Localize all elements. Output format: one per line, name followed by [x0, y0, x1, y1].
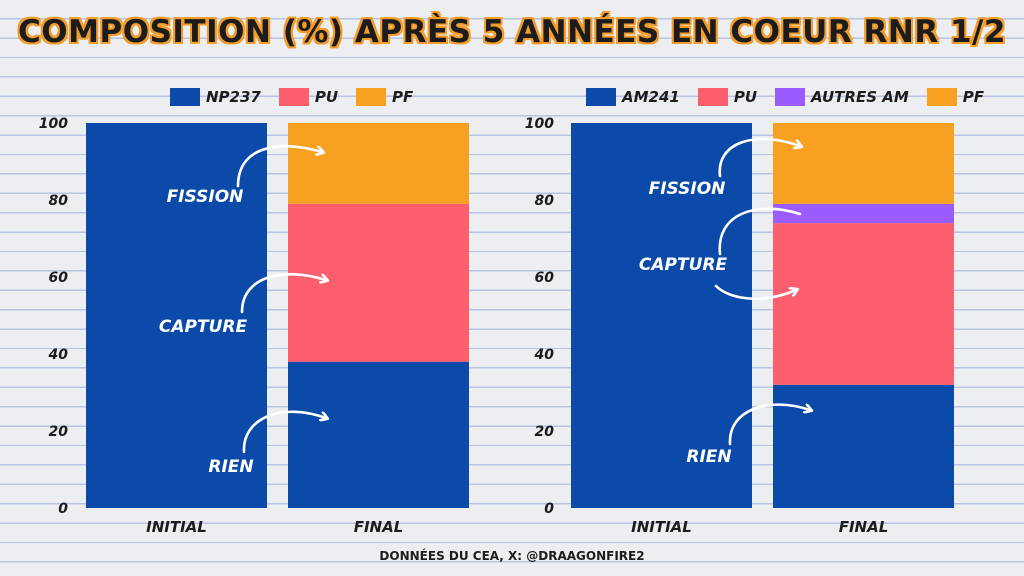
y-tick-label: 80	[535, 193, 555, 209]
legend-swatch	[697, 88, 728, 106]
legend-label: PU	[733, 88, 758, 106]
legend-item: PF	[926, 88, 985, 106]
annotation-label: FISSION	[167, 187, 244, 207]
curved-arrow	[718, 137, 800, 178]
curved-arrow	[236, 145, 322, 188]
legend-right: AM241 PU AUTRES AM PF	[586, 88, 984, 106]
legend-item: PU	[278, 88, 339, 106]
legend-item: PU	[697, 88, 758, 106]
y-tick-label: 80	[49, 193, 69, 209]
annotation-label: FISSION	[649, 179, 726, 199]
annotation-label: RIEN	[208, 457, 253, 477]
y-tick-label: 20	[535, 424, 555, 440]
legend-label: PF	[962, 88, 985, 106]
legend-label: AUTRES AM	[811, 88, 909, 106]
legend-swatch	[356, 88, 387, 106]
chart-title: COMPOSITION (%) APRÈS 5 ANNÉES EN COEUR …	[18, 14, 1006, 50]
y-tick-label: 0	[58, 501, 68, 517]
y-tick-label: 60	[535, 270, 555, 286]
source-credit: DONNÉES DU CEA, X: @DRAAGONFIRE2	[379, 549, 645, 563]
legend-left: NP237 PU PF	[170, 88, 413, 106]
annotation-label: CAPTURE	[159, 317, 248, 337]
legend-label: PU	[314, 88, 339, 106]
y-tick-label: 100	[39, 116, 68, 132]
legend-item: AM241	[586, 88, 680, 106]
y-tick-label: 40	[534, 347, 555, 363]
bar-segment	[288, 123, 469, 204]
legend-swatch	[775, 88, 806, 106]
legend-swatch	[926, 88, 957, 106]
bar-segment	[773, 123, 954, 204]
y-tick-label: 100	[525, 116, 554, 132]
y-tick-label: 20	[49, 424, 69, 440]
legend-label: PF	[392, 88, 414, 106]
legend-item: NP237	[170, 88, 261, 106]
bar-segment	[86, 123, 267, 508]
bar-segment	[773, 223, 954, 385]
category-label: FINAL	[839, 518, 889, 536]
y-tick-label: 0	[544, 501, 554, 517]
bar-segment	[773, 384, 954, 508]
category-label: INITIAL	[631, 518, 692, 536]
curved-arrow	[240, 273, 326, 314]
legend-item: AUTRES AM	[775, 88, 909, 106]
category-label: FINAL	[354, 518, 404, 536]
bar-segment	[288, 203, 469, 362]
bar-segment	[288, 361, 469, 508]
legend-swatch	[278, 88, 309, 106]
category-label: INITIAL	[146, 518, 207, 536]
bar-segment	[571, 123, 752, 508]
curved-arrow	[728, 403, 810, 446]
y-tick-label: 40	[48, 347, 69, 363]
legend-item: PF	[356, 88, 413, 106]
legend-label: AM241	[622, 88, 680, 106]
curved-arrow	[242, 410, 326, 454]
legend-swatch	[170, 88, 200, 106]
y-tick-label: 60	[49, 270, 69, 286]
legend-swatch	[586, 88, 616, 106]
annotation-label: RIEN	[686, 447, 731, 467]
legend-label: NP237	[206, 88, 261, 106]
annotation-label: CAPTURE	[639, 255, 728, 275]
curved-arrow	[714, 207, 800, 300]
bar-segment	[773, 203, 954, 224]
